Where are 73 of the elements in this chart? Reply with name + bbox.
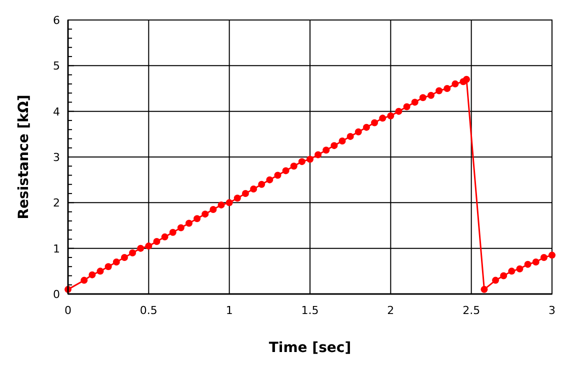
point — [462, 76, 470, 83]
point — [137, 244, 144, 252]
point — [428, 92, 434, 99]
y-tick-label: 1 — [53, 242, 60, 256]
point — [88, 271, 96, 278]
x-tick-label: 0 — [64, 304, 72, 317]
point — [177, 224, 184, 232]
x-tick-label: 1.5 — [301, 304, 319, 317]
x-tick-label: 2.5 — [462, 304, 480, 317]
point — [258, 180, 266, 188]
point — [218, 201, 225, 208]
point — [210, 206, 217, 214]
point — [298, 158, 306, 166]
y-tick-label: 4 — [53, 105, 60, 118]
point — [153, 238, 160, 245]
point — [274, 172, 282, 179]
y-tick-label: 5 — [53, 60, 60, 73]
point — [80, 276, 88, 284]
point — [234, 194, 241, 202]
point — [500, 272, 508, 280]
point — [242, 190, 249, 198]
point — [161, 233, 168, 240]
point — [354, 128, 362, 136]
point — [330, 142, 338, 150]
point — [492, 276, 500, 284]
point — [104, 263, 112, 270]
point — [532, 258, 540, 266]
point — [129, 249, 136, 256]
x-tick-label: 2 — [387, 304, 394, 317]
point — [379, 114, 386, 122]
point — [96, 268, 104, 275]
point — [403, 103, 410, 110]
point — [186, 220, 192, 227]
x-tick-label: 0.5 — [140, 304, 158, 317]
point — [322, 146, 330, 154]
point — [419, 94, 426, 102]
x-tick-label: 1 — [226, 304, 233, 317]
point — [346, 132, 354, 140]
y-axis-title: Resistance [kΩ] — [16, 94, 32, 220]
point — [282, 167, 290, 174]
point — [338, 138, 346, 145]
point — [371, 119, 378, 126]
y-tick-label: 0 — [53, 288, 60, 301]
point — [524, 260, 532, 268]
point — [250, 185, 258, 192]
point — [120, 254, 128, 261]
y-tick-label: 6 — [53, 14, 60, 27]
point — [112, 258, 120, 266]
point — [266, 176, 274, 184]
point — [194, 215, 201, 222]
y-tick-label: 3 — [53, 151, 60, 164]
x-axis-title: Time [sec] — [268, 340, 352, 356]
point — [444, 85, 451, 92]
point — [452, 80, 459, 88]
point — [306, 156, 314, 163]
point — [362, 124, 370, 131]
point — [548, 252, 556, 259]
point — [436, 87, 443, 94]
point — [540, 254, 548, 261]
point — [314, 151, 322, 158]
point — [290, 162, 298, 170]
point — [387, 112, 394, 120]
point — [411, 98, 418, 106]
point — [516, 265, 524, 272]
x-tick-label: 3 — [548, 304, 556, 317]
point — [508, 268, 516, 275]
point — [145, 242, 152, 250]
y-tick-label: 2 — [53, 196, 60, 210]
point — [169, 228, 176, 236]
point — [226, 199, 233, 206]
point — [480, 286, 488, 293]
point — [202, 210, 209, 218]
point — [395, 108, 402, 115]
